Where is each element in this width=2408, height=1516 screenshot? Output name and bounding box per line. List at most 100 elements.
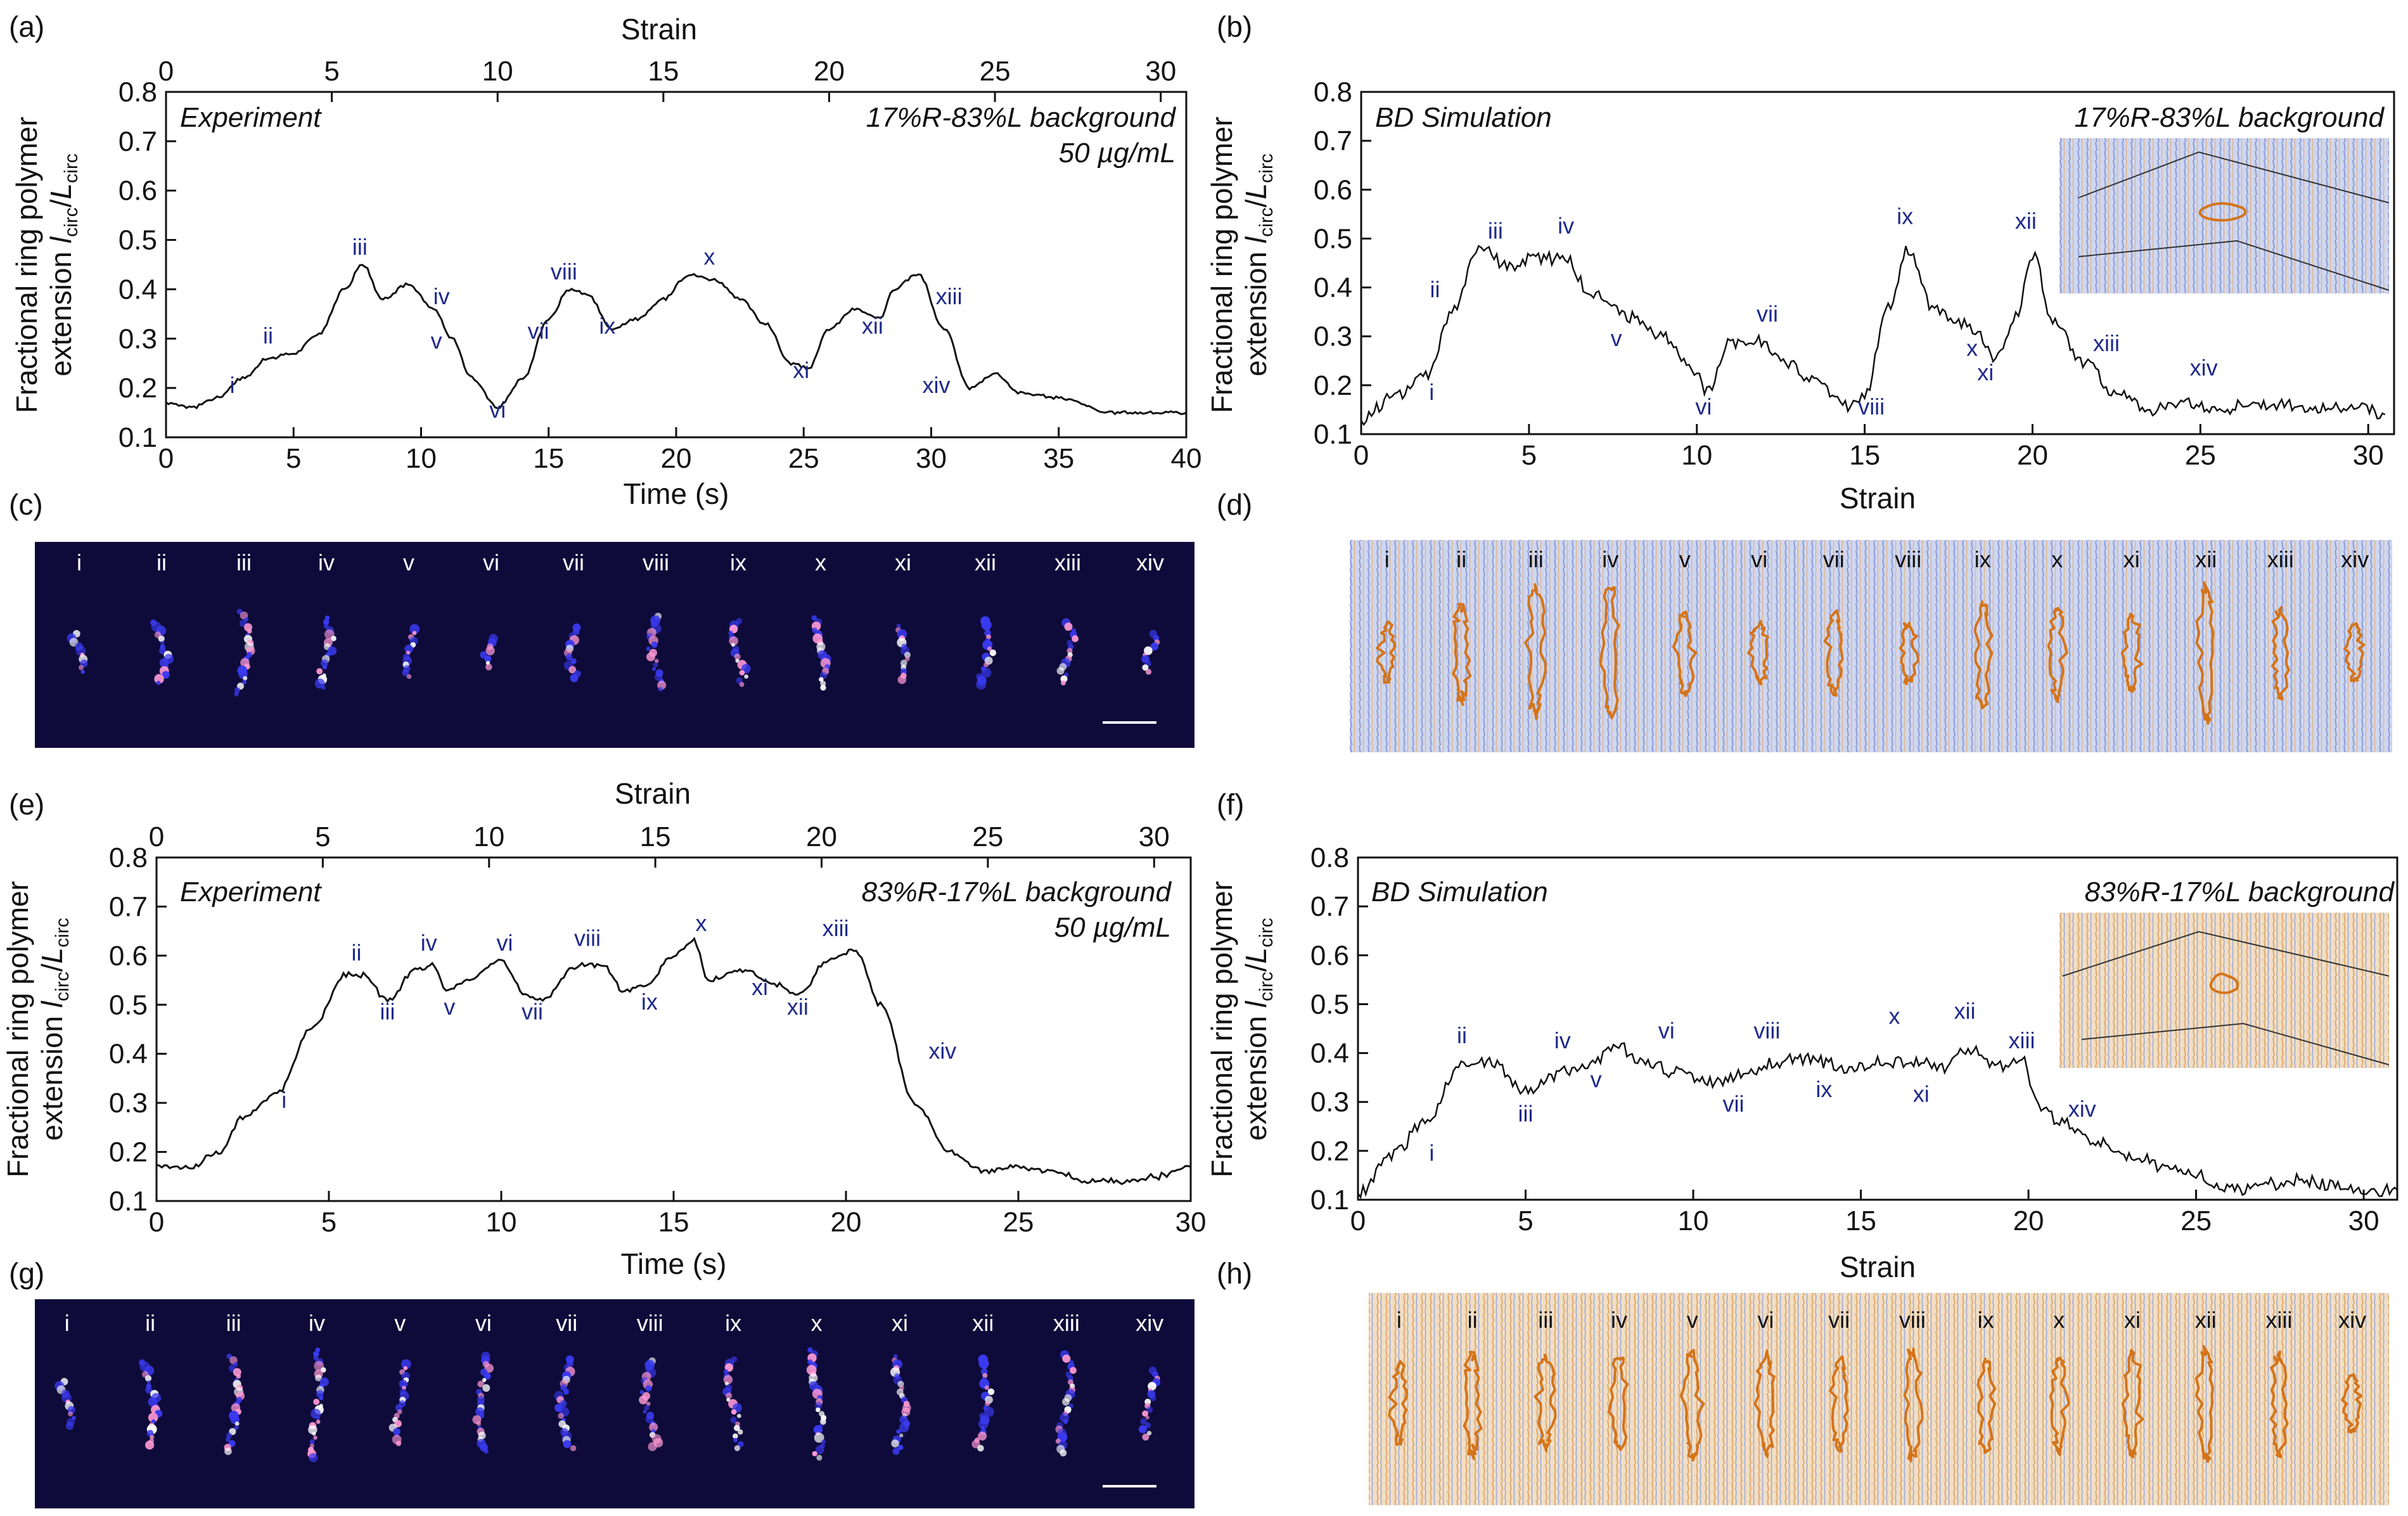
fluorescence-spot bbox=[739, 670, 745, 676]
micrograph-strip-c bbox=[35, 542, 1194, 748]
fluorescence-spot bbox=[896, 624, 901, 628]
frame-label-iii: iii bbox=[1528, 546, 1544, 572]
top-tick-label: 0 bbox=[149, 821, 164, 852]
fluorescence-spot bbox=[154, 674, 164, 684]
fluorescence-spot bbox=[485, 664, 492, 671]
fluorescence-spot bbox=[1066, 648, 1073, 654]
fluorescence-spot bbox=[730, 1416, 737, 1423]
x-tick-label: 0 bbox=[1354, 440, 1369, 471]
fluorescence-spot bbox=[639, 1390, 644, 1394]
fluorescence-spot bbox=[648, 1442, 657, 1451]
ring-polymer-i bbox=[1388, 1359, 1408, 1446]
top-tick-label: 10 bbox=[482, 56, 513, 87]
fluorescence-spot bbox=[644, 1405, 650, 1411]
point-label-xi: xi bbox=[1977, 359, 1994, 385]
fluorescence-spot bbox=[482, 1384, 490, 1392]
fluorescence-spot bbox=[900, 659, 907, 667]
fluorescence-spot bbox=[726, 1397, 731, 1402]
fluorescence-spot bbox=[243, 676, 248, 681]
point-label-v: v bbox=[1591, 1067, 1602, 1093]
x-axis-title-e: Time (s) bbox=[621, 1247, 727, 1280]
simulation-strip-h bbox=[1369, 1293, 2389, 1505]
fluorescence-spot bbox=[65, 1422, 74, 1430]
x-tick-label: 5 bbox=[321, 1207, 336, 1238]
fluorescence-spot bbox=[1138, 1425, 1147, 1434]
frame-label-ix: ix bbox=[1978, 1307, 1994, 1333]
frame-label-viii: viii bbox=[637, 1310, 663, 1336]
inset-box-edges-f bbox=[2062, 930, 2390, 1065]
y-axis-title-a-line1: Fractional ring polymer bbox=[10, 117, 43, 413]
annotation-background-a: 17%R-83%L background bbox=[866, 102, 1177, 133]
y-tick-label: 0.8 bbox=[1314, 77, 1352, 108]
x-tick-label: 35 bbox=[1043, 443, 1074, 474]
fluorescence-spot bbox=[1067, 1375, 1073, 1382]
point-label-viii: viii bbox=[574, 925, 601, 951]
point-label-xii: xii bbox=[862, 313, 883, 339]
frame-label-xiii: xiii bbox=[1053, 1310, 1080, 1336]
fluorescence-spot bbox=[145, 1440, 155, 1450]
x-tick-label: 10 bbox=[486, 1207, 517, 1238]
fluorescence-spot bbox=[224, 1448, 232, 1455]
ring-polymer-xiii bbox=[2269, 1351, 2289, 1458]
point-label-ix: ix bbox=[1816, 1076, 1832, 1102]
y-axis-title-a-line2: extension lcirc/Lcirc bbox=[44, 153, 82, 376]
fluorescence-spot bbox=[980, 1368, 988, 1375]
fluorescence-spot bbox=[1146, 1406, 1153, 1413]
fluorescence-spot bbox=[563, 1440, 572, 1448]
x-tick-label: 5 bbox=[1518, 1205, 1533, 1237]
fluorescence-spot bbox=[1063, 1419, 1068, 1424]
y-tick-label: 0.8 bbox=[1310, 842, 1349, 873]
fluorescence-spot bbox=[409, 624, 420, 634]
fluorescence-spot bbox=[570, 674, 579, 683]
fluorescence-spot bbox=[646, 1401, 651, 1406]
fluorescence-spot bbox=[736, 1413, 741, 1418]
frame-label-xi: xi bbox=[895, 549, 911, 575]
fluorescence-spot bbox=[729, 636, 738, 646]
fluorescence-spot bbox=[723, 1375, 733, 1385]
y-tick-label: 0.4 bbox=[1310, 1038, 1349, 1069]
point-label-i: i bbox=[230, 372, 235, 398]
fluorescence-spot bbox=[309, 1453, 318, 1463]
y-axis-title-f-line1: Fractional ring polymer bbox=[1205, 881, 1238, 1178]
fluorescence-spot bbox=[1140, 1418, 1147, 1425]
fluorescence-spot bbox=[159, 647, 167, 655]
fluorescence-spot bbox=[744, 674, 748, 679]
y-tick-label: 0.4 bbox=[109, 1039, 148, 1070]
fluorescence-spot bbox=[971, 1440, 980, 1449]
fluorescence-spot bbox=[150, 1435, 155, 1440]
fluorescence-spot bbox=[734, 1445, 740, 1451]
frame-label-v: v bbox=[403, 549, 414, 575]
point-label-iv: iv bbox=[1554, 1027, 1571, 1053]
point-label-xiii: xiii bbox=[2093, 330, 2120, 356]
fluorescence-spot bbox=[1061, 680, 1066, 686]
x-axis-title-b: Strain bbox=[1840, 482, 1916, 515]
x-tick-label: 5 bbox=[1521, 440, 1537, 471]
fluorescence-spot bbox=[323, 619, 330, 626]
point-label-x: x bbox=[1888, 1003, 1900, 1029]
point-label-xi: xi bbox=[1913, 1081, 1930, 1107]
panel-h: (h) i ii iii iv v vi vii viii ix x xi xii xiii xiv bbox=[1217, 1257, 2389, 1505]
x-tick-label: 30 bbox=[2348, 1205, 2379, 1237]
point-label-xi: xi bbox=[793, 357, 809, 383]
point-label-i: i bbox=[1429, 1140, 1434, 1166]
fluorescence-spot bbox=[225, 1437, 231, 1442]
fluorescence-spot bbox=[242, 679, 247, 684]
y-tick-label: 0.1 bbox=[109, 1186, 148, 1217]
fluorescence-spot bbox=[643, 1410, 647, 1414]
ring-polymer-vii bbox=[1823, 609, 1844, 697]
point-label-iii: iii bbox=[1488, 217, 1503, 243]
top-tick-label: 5 bbox=[324, 56, 339, 87]
fluorescence-spot bbox=[899, 1422, 909, 1433]
ring-polymer-xii bbox=[2194, 1345, 2215, 1463]
x-axis-ticks-b: 0 5 10 15 20 25 30 bbox=[1354, 424, 2384, 471]
y-tick-label: 0.5 bbox=[1310, 989, 1349, 1020]
fluorescence-spot bbox=[987, 646, 992, 652]
x-tick-label: 10 bbox=[1678, 1205, 1709, 1237]
fluorescence-spot bbox=[145, 1386, 153, 1394]
frame-label-vi: vi bbox=[1751, 546, 1767, 572]
fluorescence-spot bbox=[482, 1378, 487, 1382]
fluorescence-spot bbox=[162, 671, 170, 679]
simulation-frames-d: i ii iii iv v vi vii viii ix x xi xii xiii xiv bbox=[1376, 546, 2369, 725]
point-label-ix: ix bbox=[641, 989, 658, 1015]
